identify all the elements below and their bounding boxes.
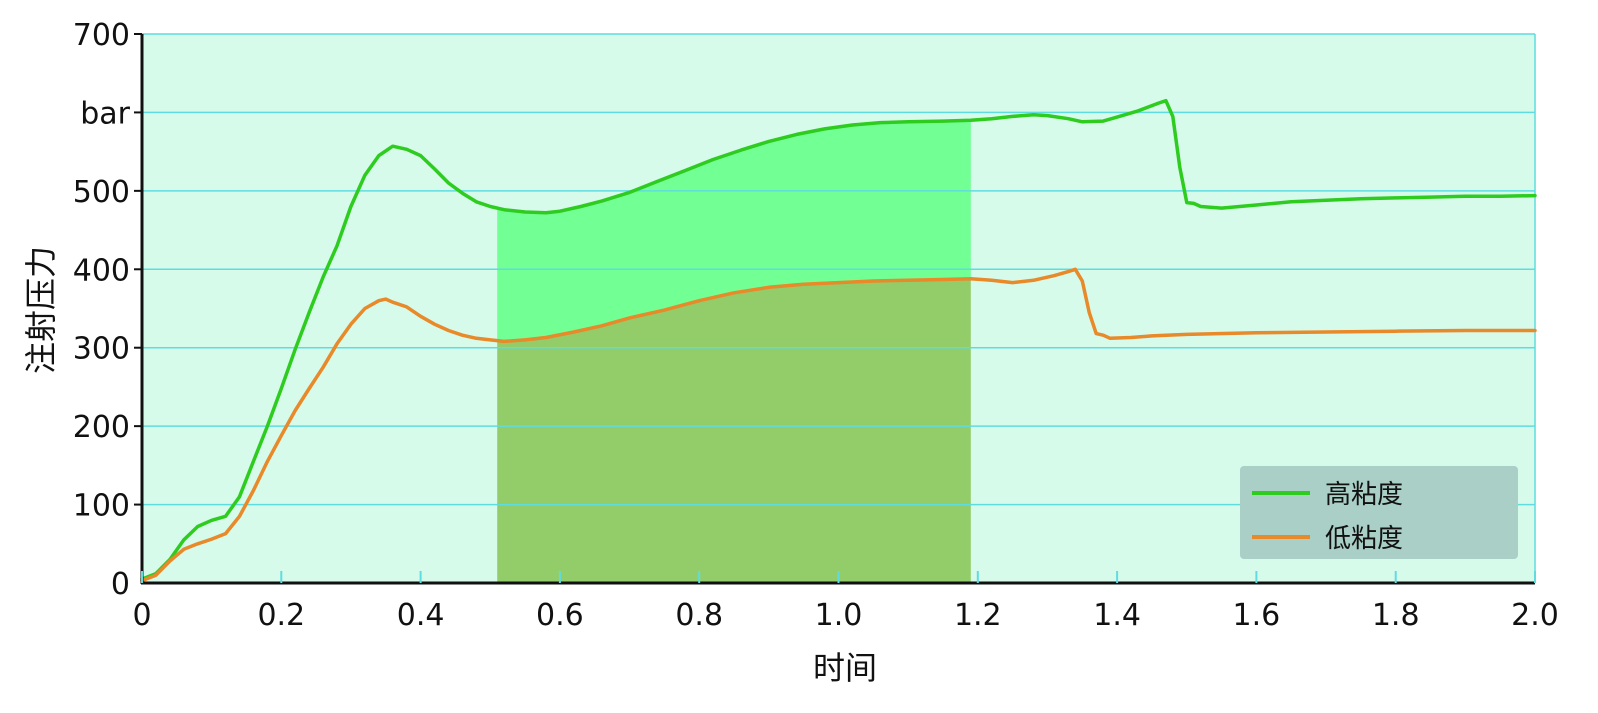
series-line-low-viscosity: [140, 267, 1537, 583]
x-tick-label: 0.2: [257, 598, 305, 633]
legend: 高粘度 低粘度: [1240, 466, 1518, 559]
x-tick-label: 1.0: [815, 598, 863, 633]
y-tick-label: bar: [80, 96, 130, 131]
legend-label-high-viscosity: 高粘度: [1325, 480, 1403, 510]
series-line-high-viscosity: [140, 98, 1537, 581]
x-axis-title: 时间: [813, 649, 877, 687]
x-tick-label: 1.2: [954, 598, 1002, 633]
y-tick-label: 500: [73, 175, 130, 210]
y-tick-label: 300: [73, 332, 130, 367]
highlight-area-lower: [497, 278, 971, 583]
x-tick-label: 1.4: [1093, 598, 1141, 633]
x-tick-label: 0: [132, 598, 151, 633]
x-tick-label: 0.8: [675, 598, 723, 633]
x-tick-label: 1.6: [1233, 598, 1281, 633]
y-tick-label: 200: [73, 410, 130, 445]
y-tick-label: 0: [111, 567, 130, 602]
x-tick-label: 2.0: [1511, 598, 1559, 633]
x-tick-label: 1.8: [1372, 598, 1420, 633]
y-tick-label: 700: [73, 18, 130, 53]
x-tick-label: 0.6: [536, 598, 584, 633]
legend-label-low-viscosity: 低粘度: [1325, 524, 1403, 554]
x-tick-label: 0.4: [397, 598, 445, 633]
y-tick-label: 100: [73, 489, 130, 524]
y-axis-title: 注射压力: [22, 246, 60, 374]
y-tick-label: 400: [73, 253, 130, 288]
highlight-area-upper: [497, 120, 971, 342]
